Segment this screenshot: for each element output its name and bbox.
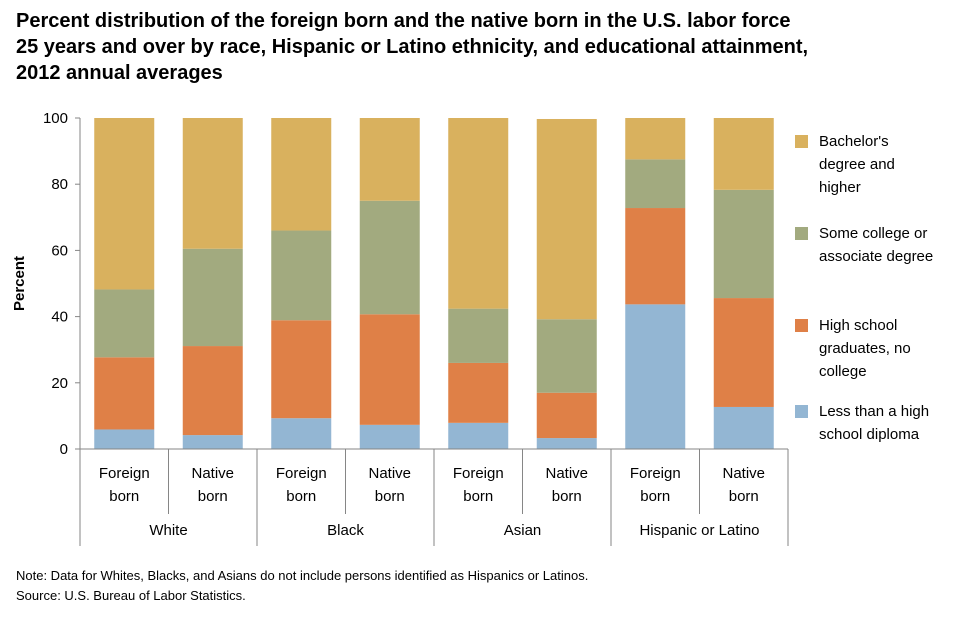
bar-segment (536, 319, 597, 393)
category-label: born (198, 488, 228, 505)
bar-segment (359, 424, 420, 449)
legend-label: Bachelor's degree and higher (819, 130, 955, 199)
chart-title-line: 2012 annual averages (16, 62, 223, 84)
category-label: Native (368, 465, 411, 482)
bar-segment (359, 314, 420, 425)
group-label: Black (327, 522, 364, 539)
bar-segment (625, 208, 686, 305)
legend-label-line: High school (819, 317, 898, 334)
chart-title: Percent distribution of the foreign born… (16, 8, 936, 86)
legend-swatch (795, 227, 808, 240)
bar-segment (536, 392, 597, 439)
bar-segment (713, 189, 774, 299)
y-tick-label: 0 (60, 441, 68, 458)
bar-segment (271, 230, 332, 321)
legend-label: Some college or associate degree (819, 222, 955, 268)
y-tick-label: 20 (51, 375, 68, 392)
legend-label-line: associate degree (819, 248, 934, 265)
y-tick-label: 40 (51, 309, 68, 326)
bar-segment (182, 248, 243, 347)
legend-label-line: higher (819, 179, 861, 196)
legend-label-line: college (819, 363, 867, 380)
bar-segment (713, 406, 774, 449)
bar-segment (536, 118, 597, 320)
category-label: born (375, 488, 405, 505)
legend-label: Less than a high school diploma (819, 400, 955, 446)
legend-label-line: degree and (819, 156, 895, 173)
bar-segment (94, 289, 155, 358)
bar-segment (359, 200, 420, 315)
category-label: born (286, 488, 316, 505)
legend-swatch (795, 405, 808, 418)
legend-label: High school graduates, no college (819, 314, 955, 383)
bar-segment (448, 308, 509, 363)
category-label: Native (191, 465, 234, 482)
category-label: Foreign (453, 465, 504, 482)
bar-segment (94, 429, 155, 449)
y-tick-label: 60 (51, 242, 68, 259)
bar-segment (94, 357, 155, 430)
bar-segment (271, 118, 332, 231)
chart-title-line: Percent distribution of the foreign born… (16, 10, 791, 32)
legend-label-line: Bachelor's (819, 133, 889, 150)
category-label: Foreign (630, 465, 681, 482)
bar-segment (625, 118, 686, 160)
bar-segment (271, 320, 332, 419)
legend-label-line: graduates, no (819, 340, 911, 357)
legend-swatch (795, 319, 808, 332)
bar-segment (94, 118, 155, 290)
source-text: Source: U.S. Bureau of Labor Statistics. (16, 588, 246, 603)
bar-segment (448, 422, 509, 449)
category-label: Native (722, 465, 765, 482)
bar-segment (271, 418, 332, 449)
bar-segment (713, 118, 774, 190)
group-label: White (149, 522, 187, 539)
bar-segment (182, 435, 243, 449)
bar-segment (625, 304, 686, 449)
category-label: Foreign (99, 465, 150, 482)
group-label: Hispanic or Latino (639, 522, 759, 539)
bar-segment (182, 118, 243, 249)
bar-segment (625, 159, 686, 209)
y-tick-label: 80 (51, 176, 68, 193)
y-axis-title: Percent (11, 256, 28, 311)
bar-segment (713, 298, 774, 407)
legend-label-line: Less than a high (819, 403, 930, 420)
group-label: Asian (504, 522, 542, 539)
legend-swatch (795, 135, 808, 148)
category-label: born (463, 488, 493, 505)
y-tick-label: 100 (43, 110, 68, 127)
category-label: Native (545, 465, 588, 482)
chart-title-line: 25 years and over by race, Hispanic or L… (16, 36, 809, 58)
bar-segment (182, 346, 243, 436)
category-label: born (729, 488, 759, 505)
legend-label-line: school diploma (819, 426, 920, 443)
category-label: born (109, 488, 139, 505)
category-label: born (640, 488, 670, 505)
bar-segment (448, 118, 509, 309)
footnote: Note: Data for Whites, Blacks, and Asian… (16, 566, 588, 606)
category-label: Foreign (276, 465, 327, 482)
bar-segment (536, 438, 597, 449)
legend-label-line: Some college or (819, 225, 928, 242)
category-label: born (552, 488, 582, 505)
bar-segment (359, 118, 420, 201)
note-text: Note: Data for Whites, Blacks, and Asian… (16, 568, 589, 583)
bar-segment (448, 362, 509, 423)
